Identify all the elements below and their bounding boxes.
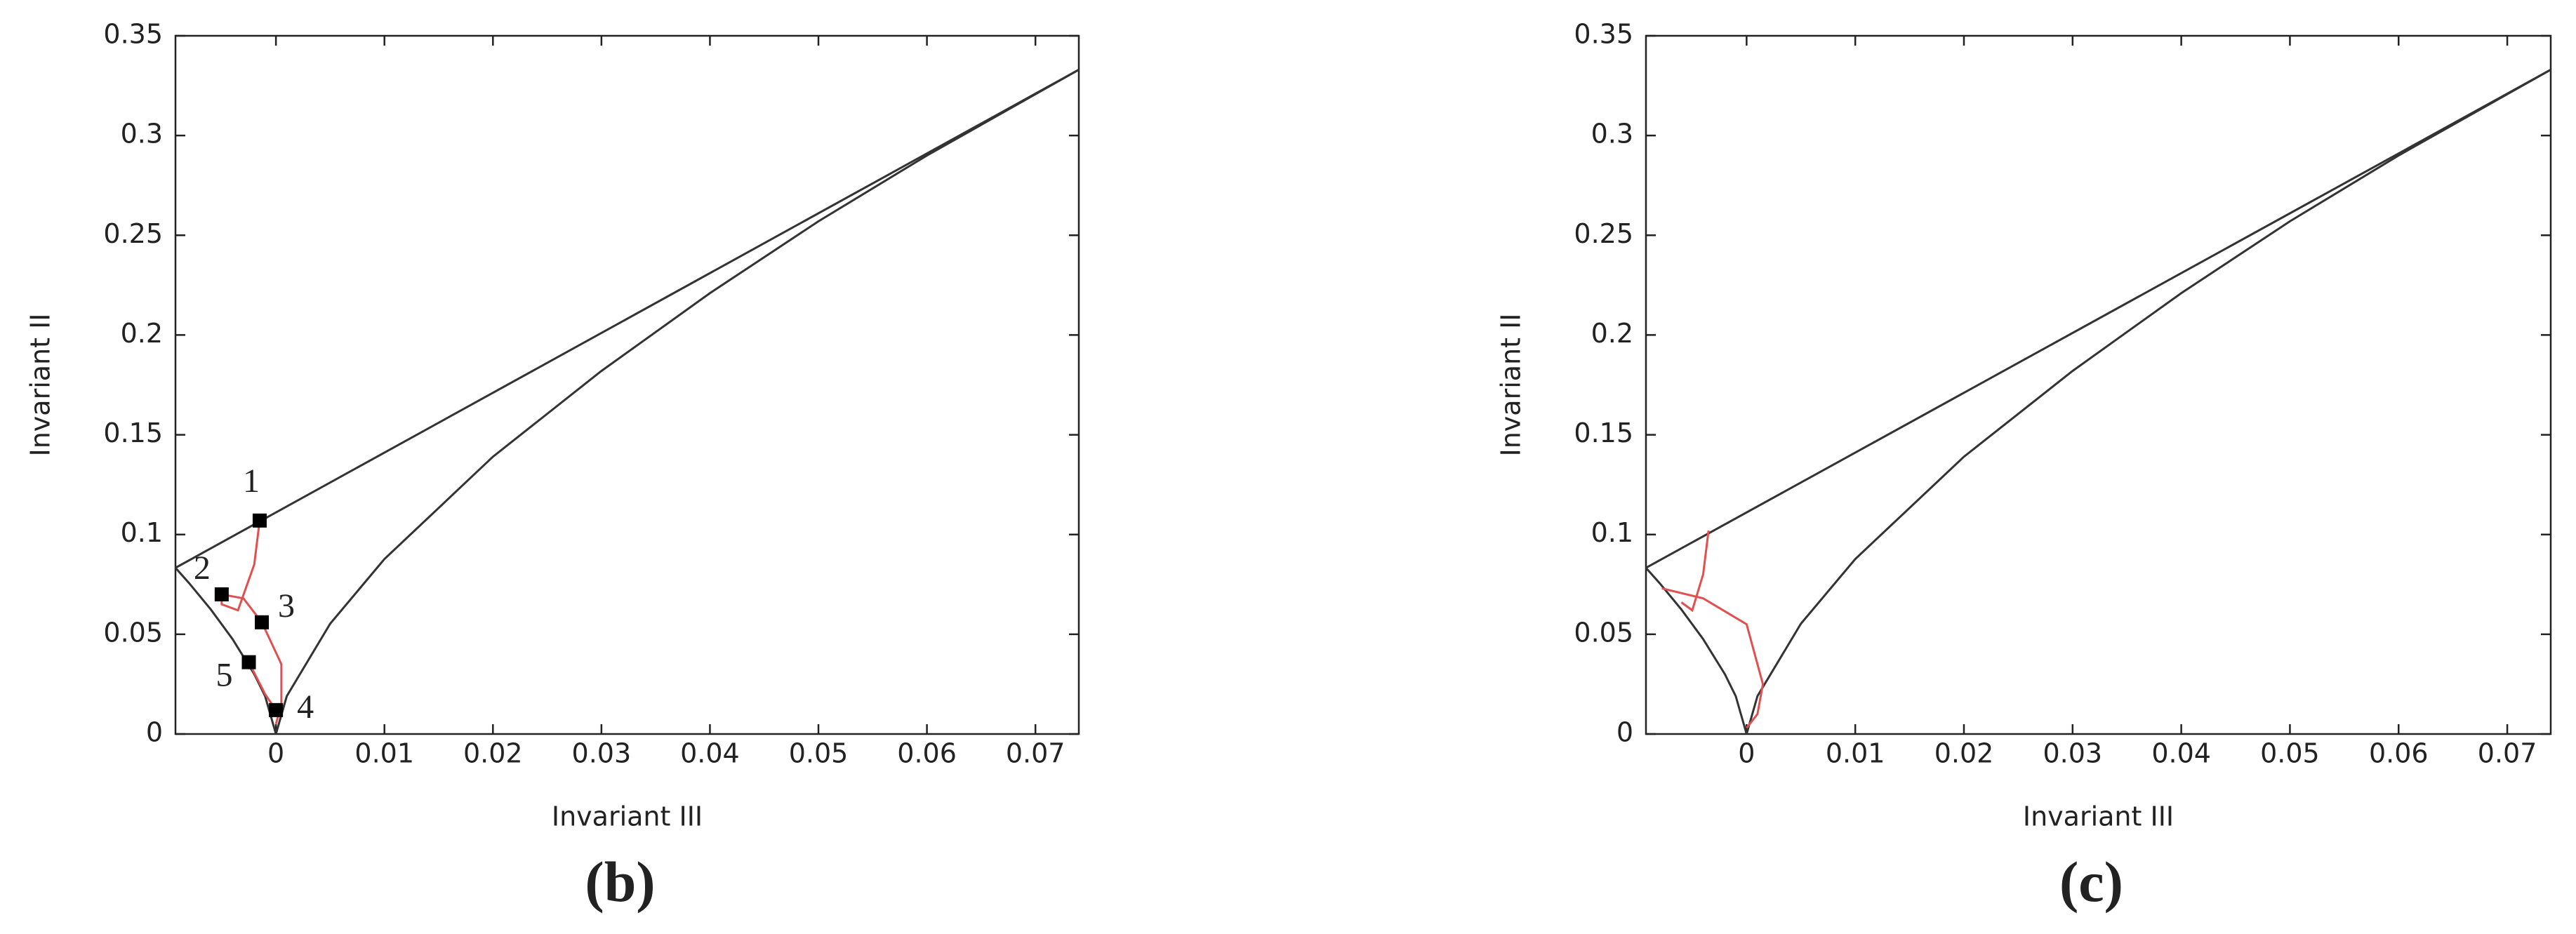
series-line (1645, 567, 1748, 735)
x-tick-label: 0.05 (2260, 738, 2320, 769)
x-axis-label: Invariant III (2023, 801, 2174, 832)
x-tick-label: 0.03 (572, 738, 632, 769)
x-tick-label: 0.01 (1826, 738, 1885, 769)
y-axis-label: Invariant II (1496, 313, 1527, 456)
y-tick-label: 0 (1616, 717, 1633, 748)
y-tick-label: 0.25 (1574, 218, 1633, 249)
plot-frame (1645, 34, 2552, 735)
marker (255, 615, 270, 629)
x-tick-label: 0.06 (2369, 738, 2429, 769)
marker-label: 2 (194, 549, 211, 587)
y-tick-label: 0.2 (121, 318, 163, 349)
x-tick-label: 0.03 (2043, 738, 2103, 769)
marker (269, 702, 284, 717)
y-tick-label: 0.15 (1574, 418, 1633, 448)
y-tick-label: 0.3 (121, 119, 163, 149)
marker-label: 4 (297, 688, 314, 726)
series-line (1661, 530, 1765, 729)
x-tick-label: 0 (1738, 738, 1755, 769)
caption: (b) (585, 850, 655, 914)
y-tick-label: 0.35 (1574, 19, 1633, 50)
marker (214, 587, 229, 601)
x-tick-label: 0 (267, 738, 284, 769)
marker-label: 5 (215, 657, 232, 694)
series-line (1745, 69, 2551, 735)
x-tick-label: 0.07 (2478, 738, 2537, 769)
x-tick-label: 0.02 (1934, 738, 1994, 769)
x-tick-label: 0.01 (354, 738, 414, 769)
y-tick-label: 0.2 (1591, 318, 1633, 349)
y-axis-label: Invariant II (25, 313, 56, 456)
y-tick-label: 0.1 (121, 517, 163, 548)
y-tick-label: 0 (146, 717, 163, 748)
series-line (174, 567, 277, 735)
series-line (1645, 69, 2551, 569)
y-tick-label: 0.1 (1591, 517, 1633, 548)
marker (252, 513, 267, 528)
marker-label: 1 (243, 462, 260, 500)
x-tick-label: 0.05 (789, 738, 849, 769)
plot-frame (174, 34, 1080, 735)
y-tick-label: 0.05 (1574, 617, 1633, 648)
caption: (c) (2059, 850, 2123, 914)
y-tick-label: 0.15 (103, 418, 163, 448)
series-line (274, 69, 1080, 735)
x-tick-label: 0.04 (2151, 738, 2211, 769)
y-tick-label: 0.25 (103, 218, 163, 249)
y-tick-label: 0.05 (103, 617, 163, 648)
x-tick-label: 0.06 (897, 738, 957, 769)
y-tick-label: 0.35 (103, 19, 163, 50)
x-tick-label: 0.04 (680, 738, 740, 769)
x-axis-label: Invariant III (552, 801, 703, 832)
series-line (175, 69, 1080, 569)
marker (241, 655, 256, 669)
x-tick-label: 0.07 (1006, 738, 1065, 769)
y-tick-label: 0.3 (1591, 119, 1633, 149)
x-tick-label: 0.02 (463, 738, 523, 769)
marker-label: 3 (278, 587, 295, 625)
